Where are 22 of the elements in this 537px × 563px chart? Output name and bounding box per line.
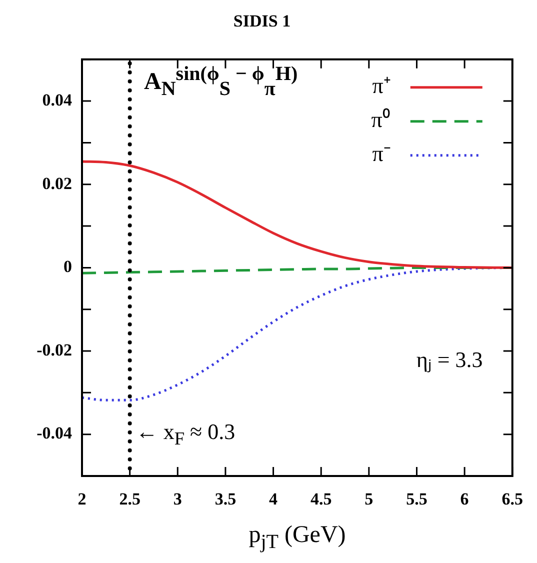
x-tick-label: 6.5 [502, 490, 523, 509]
x-axis-title: p$_{jT}$ (GeV) [248, 522, 346, 554]
x-tick-label: 4.5 [310, 490, 332, 509]
x-tick-label: 2 [78, 490, 86, 509]
y-tick-label: 0 [64, 257, 72, 276]
annotation: ← x$_{F}$ ≈ 0.3 [136, 419, 236, 450]
y-tick-label: -0.04 [36, 424, 72, 443]
x-tick-label: 4 [269, 490, 278, 509]
x-tick-label: 2.5 [119, 490, 140, 509]
chart-title: SIDIS 1 [233, 12, 291, 31]
x-tick-label: 5 [364, 490, 374, 509]
y-tick-label: 0.04 [42, 90, 72, 110]
x-tick-label: 5.5 [406, 490, 428, 509]
x-tick-label: 3 [173, 490, 182, 509]
legend-label: π⁰ [371, 107, 390, 132]
y-tick-label: -0.02 [36, 340, 72, 360]
y-tick-label: 0.02 [42, 174, 72, 193]
annotation: ηⱼ = 3.3 [416, 346, 483, 373]
legend-label: π⁺ [372, 73, 390, 98]
x-tick-label: 3.5 [214, 490, 236, 509]
x-tick-label: 6 [460, 490, 469, 509]
legend-label: π⁻ [372, 141, 390, 166]
